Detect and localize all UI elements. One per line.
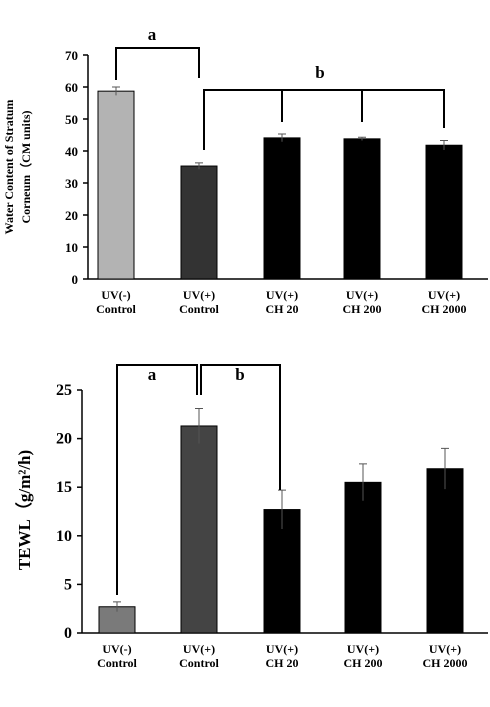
bracket (200, 364, 281, 490)
annotation: b (315, 63, 324, 82)
annotation: a (148, 25, 157, 44)
bar (426, 468, 464, 634)
x-tick-label: Control (96, 302, 136, 316)
error-bar (195, 162, 203, 170)
annotation: b (235, 365, 244, 384)
bar (263, 509, 301, 634)
x-tick-label: UV(-) (101, 288, 130, 302)
y-tick-label: 40 (65, 144, 78, 159)
y-tick-label: 0 (64, 625, 72, 642)
x-tick-label: UV(+) (346, 288, 378, 302)
bar (263, 137, 301, 280)
x-tick-label: UV(+) (347, 642, 379, 656)
x-tick-label: Control (97, 656, 137, 670)
x-tick-label: UV(+) (429, 642, 461, 656)
y-tick-label: 30 (65, 176, 78, 191)
x-tick-label: UV(+) (428, 288, 460, 302)
x-tick-label: UV(+) (266, 642, 298, 656)
x-tick-label: UV(+) (266, 288, 298, 302)
y-tick-label: 60 (65, 80, 78, 95)
error-bar (359, 463, 367, 501)
error-bar (278, 133, 286, 142)
error-bar (195, 407, 203, 444)
x-tick-label: Control (179, 656, 219, 670)
x-tick-label: CH 20 (266, 656, 299, 670)
y-tick-label: 50 (65, 112, 78, 127)
bar (425, 144, 463, 280)
y-tick-label: 5 (64, 576, 72, 593)
x-tick-label: UV(+) (183, 288, 215, 302)
y-tick-label: 20 (65, 208, 78, 223)
x-tick-label: Control (179, 302, 219, 316)
bracket (116, 364, 198, 595)
bar (344, 481, 382, 634)
x-tick-label: CH 20 (266, 302, 299, 316)
annotation: a (148, 365, 157, 384)
bracket (115, 47, 200, 80)
y-tick-label: 70 (65, 48, 78, 63)
error-bar (440, 139, 448, 151)
error-bar (113, 601, 121, 612)
y-axis-label: Water Content of Stratum (2, 100, 16, 235)
y-tick-label: 0 (72, 272, 79, 287)
error-bar (278, 489, 286, 529)
bracket (203, 89, 445, 150)
error-bar (441, 447, 449, 490)
x-tick-label: UV(+) (183, 642, 215, 656)
bar (97, 90, 135, 280)
error-bar (358, 136, 366, 141)
y-axis-label: TEWL（g/m²/h) (14, 450, 34, 570)
y-axis-label: Corneum（CM units) (18, 110, 33, 223)
bar (180, 425, 218, 634)
x-tick-label: UV(-) (102, 642, 131, 656)
y-tick-label: 10 (56, 528, 72, 545)
y-tick-label: 20 (56, 431, 72, 448)
x-tick-label: CH 200 (343, 302, 382, 316)
x-tick-label: CH 2000 (423, 656, 468, 670)
bar (343, 138, 381, 280)
y-tick-label: 15 (56, 479, 72, 496)
y-tick-label: 10 (65, 240, 78, 255)
y-tick-label: 25 (56, 382, 72, 399)
bar (180, 165, 218, 280)
x-tick-label: CH 2000 (422, 302, 467, 316)
error-bar (112, 86, 120, 96)
x-tick-label: CH 200 (344, 656, 383, 670)
